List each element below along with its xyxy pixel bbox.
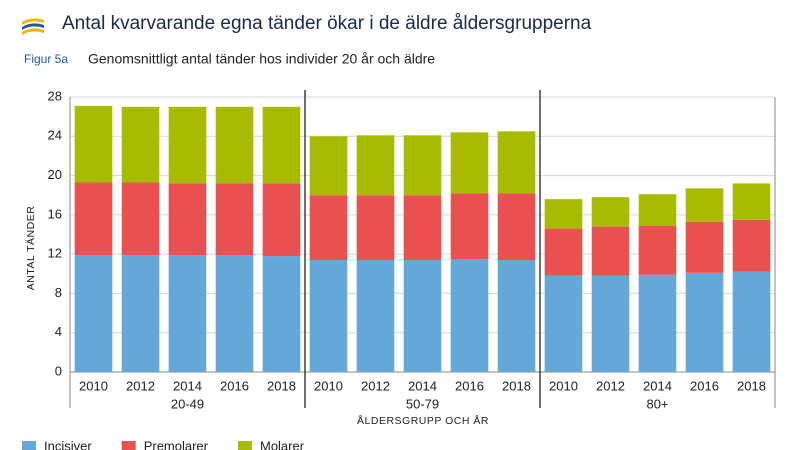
bar-segment bbox=[497, 131, 536, 194]
y-tick-label: 12 bbox=[48, 246, 62, 261]
bar-segment bbox=[638, 225, 677, 275]
logo bbox=[22, 18, 44, 35]
bar-segment bbox=[591, 275, 630, 372]
legend-swatch bbox=[121, 441, 136, 450]
y-tick-label: 16 bbox=[48, 206, 62, 221]
bar-segment bbox=[685, 221, 724, 273]
x-tick-label: 2010 bbox=[79, 378, 108, 393]
x-tick-label: 2018 bbox=[267, 378, 296, 393]
bar-segment bbox=[309, 260, 348, 372]
chart-title: Antal kvarvarande egna tänder ökar i de … bbox=[62, 13, 592, 34]
bar-segment bbox=[168, 183, 207, 256]
bar-segment bbox=[262, 256, 301, 372]
bar-segment bbox=[497, 260, 536, 372]
bar-segment bbox=[168, 255, 207, 372]
bar-segment bbox=[450, 132, 489, 194]
x-axis-title: ÅLDERSGRUPP OCH ÅR bbox=[357, 414, 489, 427]
group-label: 20-49 bbox=[171, 396, 204, 411]
bar-segment bbox=[732, 219, 771, 272]
bar-segment bbox=[403, 195, 442, 261]
bar-segment bbox=[638, 274, 677, 372]
bar-segment bbox=[309, 195, 348, 261]
x-tick-label: 2018 bbox=[502, 378, 531, 393]
bar-segment bbox=[497, 193, 536, 261]
group-label: 50-79 bbox=[406, 396, 439, 411]
bar-segment bbox=[591, 197, 630, 227]
group-label: 80+ bbox=[646, 396, 668, 411]
legend-label: Incisiver bbox=[44, 438, 92, 450]
bar-segment bbox=[685, 188, 724, 222]
legend-swatch bbox=[237, 441, 252, 450]
bar-segment bbox=[74, 255, 113, 372]
y-tick-label: 28 bbox=[48, 88, 62, 103]
x-tick-label: 2014 bbox=[643, 378, 672, 393]
bar-segment bbox=[591, 226, 630, 276]
bar-segment bbox=[262, 183, 301, 257]
bar-segment bbox=[544, 199, 583, 229]
bar-segment bbox=[403, 260, 442, 372]
bar-segment bbox=[544, 275, 583, 372]
y-tick-label: 20 bbox=[48, 167, 62, 182]
x-tick-label: 2012 bbox=[126, 378, 155, 393]
y-axis-title: ANTAL TÄNDER bbox=[25, 206, 37, 291]
x-tick-label: 2014 bbox=[173, 378, 202, 393]
x-tick-label: 2012 bbox=[361, 378, 390, 393]
bar-segment bbox=[403, 135, 442, 196]
bar-segment bbox=[732, 183, 771, 220]
bar-segment bbox=[356, 260, 395, 372]
x-tick-label: 2016 bbox=[455, 378, 484, 393]
legend-label: Molarer bbox=[260, 438, 305, 450]
bar-segment bbox=[732, 271, 771, 372]
bar-segment bbox=[215, 255, 254, 372]
y-tick-label: 24 bbox=[48, 128, 62, 143]
chart-subtitle: Genomsnittligt antal tänder hos individe… bbox=[88, 51, 435, 67]
y-tick-label: 0 bbox=[55, 363, 62, 378]
bar-segment bbox=[262, 106, 301, 184]
bar-segment bbox=[685, 272, 724, 372]
x-tick-label: 2014 bbox=[408, 378, 437, 393]
bar-segment bbox=[215, 183, 254, 256]
y-tick-label: 8 bbox=[55, 285, 62, 300]
bar-segment bbox=[74, 105, 113, 183]
bar-segment bbox=[74, 182, 113, 256]
bar-segment bbox=[450, 259, 489, 372]
bar-segment bbox=[638, 194, 677, 226]
y-tick-label: 4 bbox=[55, 324, 62, 339]
x-tick-label: 2016 bbox=[220, 378, 249, 393]
bar-segment bbox=[309, 136, 348, 196]
x-tick-label: 2010 bbox=[549, 378, 578, 393]
x-tick-label: 2018 bbox=[737, 378, 766, 393]
x-tick-label: 2010 bbox=[314, 378, 343, 393]
bar-segment bbox=[544, 228, 583, 276]
bar-segment bbox=[450, 193, 489, 260]
bar-segment bbox=[121, 106, 160, 183]
figure-label: Figur 5a bbox=[24, 52, 68, 66]
bar-segment bbox=[121, 255, 160, 372]
legend-label: Premolarer bbox=[144, 438, 209, 450]
x-tick-label: 2012 bbox=[596, 378, 625, 393]
bar-segment bbox=[215, 106, 254, 184]
bar-segment bbox=[356, 195, 395, 261]
bar-segment bbox=[168, 106, 207, 184]
x-tick-label: 2016 bbox=[690, 378, 719, 393]
bar-segment bbox=[356, 135, 395, 196]
legend-swatch bbox=[22, 441, 36, 450]
bar-segment bbox=[121, 182, 160, 256]
